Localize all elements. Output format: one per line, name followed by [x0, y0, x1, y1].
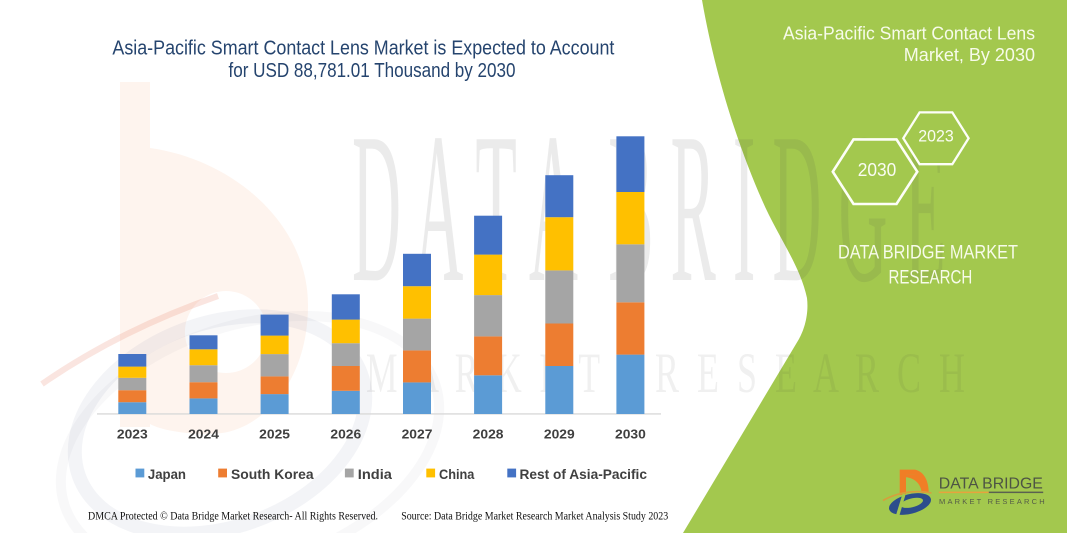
svg-text:Asia-Pacific Smart Contact Len: Asia-Pacific Smart Contact Lens Market i…: [112, 38, 614, 60]
svg-text:DATA BRIDGE: DATA BRIDGE: [939, 475, 1043, 492]
svg-text:RESEARCH: RESEARCH: [889, 267, 973, 289]
svg-text:MARKET RESEARCH: MARKET RESEARCH: [939, 497, 1047, 506]
svg-text:2025: 2025: [259, 426, 290, 441]
svg-text:South Korea: South Korea: [231, 466, 314, 482]
svg-text:2029: 2029: [544, 426, 575, 441]
svg-text:for USD 88,781.01 Thousand by: for USD 88,781.01 Thousand by 2030: [229, 60, 516, 82]
svg-text:D A T A B R I D G E: D A T A B R I D G E: [352, 88, 946, 327]
svg-text:DMCA Protected © Data Bridge M: DMCA Protected © Data Bridge Market Rese…: [88, 509, 378, 523]
svg-text:2023: 2023: [117, 426, 148, 441]
svg-text:Rest of Asia-Pacific: Rest of Asia-Pacific: [520, 466, 648, 482]
svg-text:2027: 2027: [402, 426, 433, 441]
svg-text:2030: 2030: [615, 426, 646, 441]
svg-text:2030: 2030: [858, 159, 897, 180]
svg-text:Japan: Japan: [148, 466, 186, 482]
svg-text:2026: 2026: [330, 426, 361, 441]
svg-text:Asia-Pacific Smart Contact Len: Asia-Pacific Smart Contact Lens: [783, 23, 1035, 44]
svg-text:2024: 2024: [188, 426, 220, 441]
svg-text:R E S E A R C H: R E S E A R C H: [655, 342, 965, 405]
svg-text:2028: 2028: [473, 426, 504, 441]
svg-text:China: China: [439, 466, 475, 482]
svg-text:Source: Data Bridge Market Res: Source: Data Bridge Market Research Mark…: [401, 509, 668, 523]
svg-text:India: India: [358, 466, 392, 482]
svg-text:Market, By 2030: Market, By 2030: [904, 44, 1035, 65]
svg-text:2023: 2023: [918, 128, 954, 146]
svg-text:DATA BRIDGE MARKET: DATA BRIDGE MARKET: [838, 242, 1018, 264]
